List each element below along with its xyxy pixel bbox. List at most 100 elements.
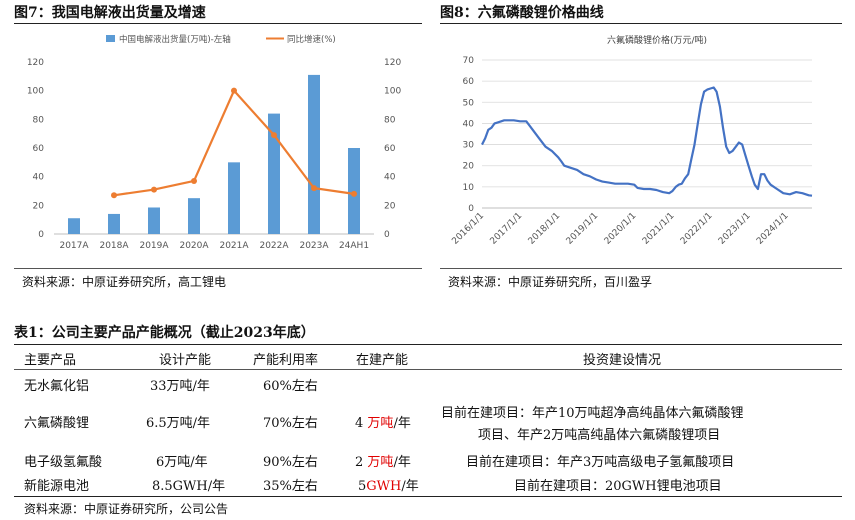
row3-capacity: 6万吨/年 [156, 455, 208, 470]
y-right-tick-label: 60 [384, 144, 396, 154]
header-utilization: 产能利用率 [253, 353, 319, 368]
y-left-tick-label: 100 [27, 87, 44, 97]
y-tick-label: 0 [468, 204, 474, 214]
y-right-tick-label: 120 [384, 58, 401, 68]
row3-building-unit: 万吨 [367, 455, 394, 470]
fig8-top-rule [440, 23, 842, 24]
header-capacity: 设计产能 [159, 353, 212, 368]
row1-capacity: 33万吨/年 [150, 379, 210, 394]
y-tick-label: 70 [463, 56, 475, 66]
row2-capacity: 6.5万吨/年 [146, 416, 211, 431]
row4-building-rest: /年 [401, 479, 419, 494]
fig7-bottom-rule [14, 268, 422, 269]
growth-point [191, 177, 197, 184]
bar [268, 113, 280, 234]
x-tick-label: 2024/1/1 [755, 211, 791, 247]
row4-building-unit: GWH [366, 479, 402, 494]
y-left-tick-label: 20 [33, 201, 45, 211]
row2-building-unit: 万吨 [367, 416, 394, 431]
x-tick-label: 2016/1/1 [450, 211, 486, 247]
x-tick-label: 24AH1 [339, 241, 369, 251]
row4-utilization: 35%左右 [263, 479, 318, 494]
bar [68, 218, 80, 234]
bar [148, 207, 160, 234]
x-tick-label: 2017A [59, 241, 89, 251]
header-plan: 投资建设情况 [583, 353, 662, 368]
x-tick-label: 2019/1/1 [565, 211, 601, 247]
row4-capacity: 8.5GWH/年 [152, 479, 226, 494]
row4-plan: 目前在建项目：20GWH锂电池项目 [514, 479, 722, 494]
legend-bar-swatch [106, 35, 115, 42]
row4-product: 新能源电池 [24, 479, 90, 494]
x-tick-label: 2019A [139, 241, 169, 251]
y-left-tick-label: 0 [38, 230, 44, 240]
row2-utilization: 70%左右 [263, 416, 318, 431]
growth-point [271, 132, 277, 139]
y-right-tick-label: 100 [384, 87, 401, 97]
growth-point [151, 186, 157, 193]
bar [188, 198, 200, 234]
y-tick-label: 30 [463, 141, 475, 151]
x-tick-label: 2023A [299, 241, 329, 251]
bar [228, 162, 240, 234]
x-tick-label: 2022A [259, 241, 289, 251]
legend-bar-label: 中国电解液出货量(万吨)-左轴 [119, 34, 231, 45]
chart-title: 六氟磷酸锂价格(万元/吨) [607, 34, 707, 46]
y-tick-label: 40 [463, 119, 475, 129]
table-top-rule [14, 344, 842, 345]
row2-plan-line2: 项目、年产2万吨高纯晶体六氟磷酸锂项目 [478, 428, 721, 443]
fig7-chart: 中国电解液出货量(万吨)-左轴 同比增速(%) 0 20 40 60 80 100 120 0 20… [27, 34, 402, 251]
price-line [481, 86, 813, 197]
y-right-tick-label: 20 [384, 201, 396, 211]
y-right-tick-label: 80 [384, 115, 396, 125]
row3-building: 2 万吨/年 [355, 451, 411, 470]
fig8-chart: 六氟磷酸锂价格(万元/吨) 0 10 20 30 40 50 60 70 2016/1/1 2017… [450, 34, 813, 247]
fig8-title: 图8：六氟磷酸锂价格曲线 [440, 5, 604, 21]
table-header-rule [14, 369, 842, 370]
fig7-source: 资料来源：中原证券研究所，高工锂电 [22, 275, 227, 289]
y-tick-label: 60 [463, 77, 475, 87]
row4-building-num: 5 [358, 479, 367, 494]
row2-building-num: 4 [355, 416, 364, 431]
fig8-source: 资料来源：中原证券研究所，百川盈孚 [448, 275, 653, 289]
legend-line-label: 同比增速(%) [287, 34, 336, 45]
x-tick-label: 2020/1/1 [603, 211, 639, 247]
bar [108, 213, 120, 234]
y-tick-label: 20 [463, 162, 475, 172]
row4-building: 5GWH/年 [358, 475, 419, 494]
growth-point [231, 87, 237, 94]
row3-building-rest: /年 [393, 455, 411, 470]
bar [308, 74, 320, 235]
x-tick-label: 2023/1/1 [717, 211, 753, 247]
row2-product: 六氟磷酸锂 [24, 416, 90, 431]
row1-product: 无水氟化铝 [24, 379, 90, 394]
fig7-title: 图7：我国电解液出货量及增速 [14, 5, 206, 21]
y-left-tick-label: 80 [33, 115, 45, 125]
x-tick-label: 2017/1/1 [489, 211, 525, 247]
row3-product: 电子级氢氟酸 [24, 455, 103, 470]
fig8-bottom-rule [440, 268, 842, 269]
growth-point [351, 190, 357, 197]
row3-plan: 目前在建项目：年产3万吨高级电子氢氟酸项目 [466, 455, 735, 470]
table-bottom-rule [14, 496, 842, 497]
x-tick-label: 2021A [219, 241, 249, 251]
header-building: 在建产能 [356, 353, 409, 368]
table-title: 表1：公司主要产品产能概况（截止2023年底） [14, 325, 315, 341]
growth-point [311, 185, 317, 192]
row1-utilization: 60%左右 [263, 379, 318, 394]
y-left-tick-label: 40 [33, 173, 45, 183]
y-left-tick-label: 60 [33, 144, 45, 154]
x-tick-label: 2018A [99, 241, 129, 251]
y-right-tick-label: 0 [384, 230, 390, 240]
row2-plan-line1: 目前在建项目：年产10万吨超净高纯晶体六氟磷酸锂 [441, 406, 744, 421]
y-left-tick-label: 120 [27, 58, 44, 68]
header-product: 主要产品 [24, 353, 77, 368]
y-right-tick-label: 40 [384, 173, 396, 183]
fig7-top-rule [14, 23, 422, 24]
y-tick-label: 10 [463, 183, 475, 193]
x-tick-label: 2018/1/1 [527, 211, 563, 247]
x-tick-label: 2022/1/1 [679, 211, 715, 247]
row3-utilization: 90%左右 [263, 455, 318, 470]
x-tick-label: 2021/1/1 [641, 211, 677, 247]
y-tick-label: 50 [463, 98, 475, 108]
